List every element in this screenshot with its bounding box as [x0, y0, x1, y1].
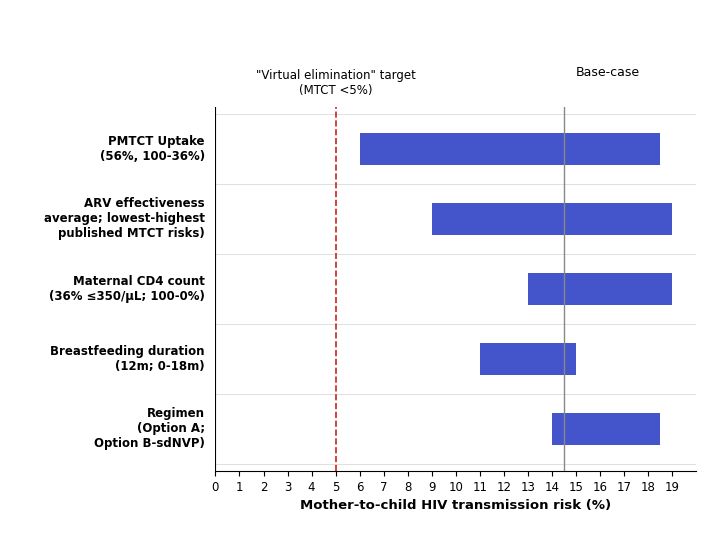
Text: Base-case: Base-case — [575, 66, 640, 79]
Bar — [480, 343, 577, 374]
Bar — [360, 133, 661, 165]
Bar — [432, 203, 673, 235]
Bar — [528, 273, 673, 304]
Text: "Virtual elimination" target
(MTCT <5%): "Virtual elimination" target (MTCT <5%) — [256, 68, 416, 96]
X-axis label: Mother-to-child HIV transmission risk (%): Mother-to-child HIV transmission risk (%… — [300, 499, 612, 512]
Bar — [552, 413, 661, 445]
